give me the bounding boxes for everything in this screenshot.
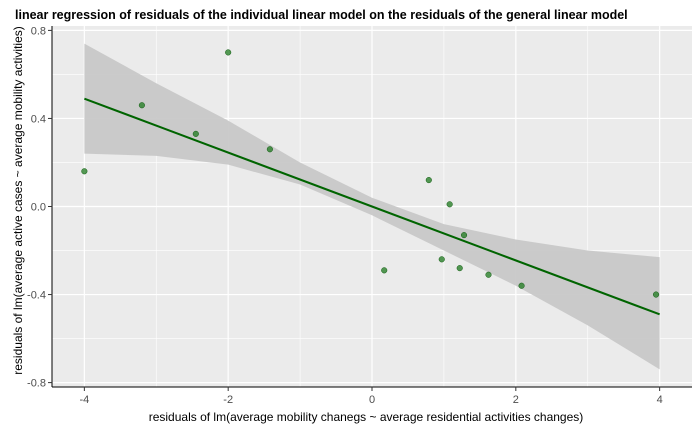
data-point (425, 177, 432, 184)
y-tick-label: 0.8 (31, 25, 46, 37)
y-axis-title: residuals of lm(average active cases ~ a… (11, 26, 25, 374)
data-point (266, 146, 273, 153)
data-point (456, 265, 463, 272)
data-point (446, 201, 453, 208)
axes: -4 -2 0 2 4 -0.8 -0.4 0.0 0.4 0.8 (27, 25, 692, 406)
x-tick-label: 4 (657, 394, 663, 406)
y-tick-label: -0.4 (27, 290, 46, 302)
data-point (518, 282, 525, 289)
y-tick-label: 0.0 (31, 202, 46, 214)
y-tick-label: 0.4 (31, 113, 46, 125)
chart-title: linear regression of residuals of the in… (15, 8, 628, 22)
data-point (485, 271, 492, 278)
data-point (438, 256, 445, 263)
x-tick-label: -2 (223, 394, 233, 406)
data-point (138, 102, 145, 109)
x-axis-title: residuals of lm(average mobility chanegs… (149, 410, 584, 424)
regression-line (84, 97, 660, 316)
data-point (192, 130, 199, 137)
x-tick-label: -4 (79, 394, 89, 406)
x-tick-label: 2 (513, 394, 519, 406)
data-point (225, 49, 232, 56)
data-points (81, 49, 660, 298)
data-point (381, 267, 388, 274)
y-tick-label: -0.8 (27, 378, 46, 390)
x-tick-label: 0 (369, 394, 375, 406)
data-point (652, 291, 660, 298)
data-point (460, 232, 468, 239)
data-point (81, 168, 88, 175)
